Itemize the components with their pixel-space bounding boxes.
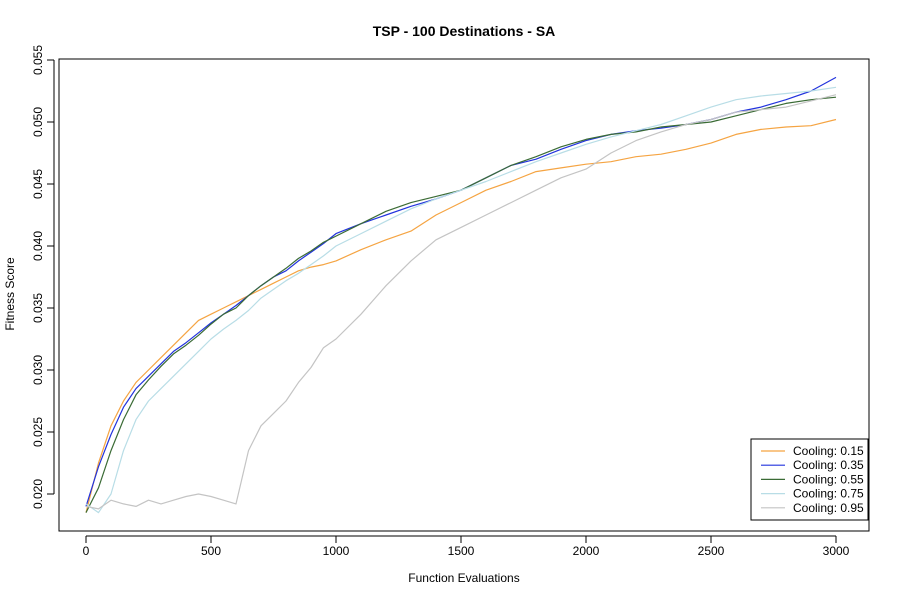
x-axis: 0 500 1000 1500 2000 2500 3000 (83, 535, 850, 558)
x-tick-label: 2000 (573, 544, 600, 558)
series-layer (85, 76, 837, 514)
y-tick-label: 0.025 (31, 417, 45, 447)
x-tick-label: 1500 (448, 544, 475, 558)
series-line-1 (85, 118, 837, 513)
x-tick-label: 0 (83, 544, 90, 558)
legend-label: Cooling: 0.35 (793, 458, 864, 472)
series-line-2 (85, 76, 837, 507)
y-axis: 0.020 0.025 0.030 0.035 0.040 0.045 0.050 0.055 (31, 45, 55, 509)
x-tick-label: 500 (201, 544, 221, 558)
legend-label: Cooling: 0.75 (793, 487, 864, 501)
y-tick-label: 0.040 (31, 231, 45, 261)
legend-label: Cooling: 0.15 (793, 444, 864, 458)
series-line-3 (85, 96, 837, 513)
y-tick-label: 0.020 (31, 479, 45, 509)
y-tick-label: 0.045 (31, 169, 45, 199)
x-tick-label: 1000 (323, 544, 350, 558)
legend-label: Cooling: 0.95 (793, 501, 864, 515)
x-tick-label: 2500 (698, 544, 725, 558)
y-tick-label: 0.050 (31, 107, 45, 137)
y-tick-label: 0.055 (31, 45, 45, 75)
chart-title: TSP - 100 Destinations - SA (373, 23, 556, 39)
series-line-5 (85, 94, 837, 510)
series-line-4 (85, 86, 837, 514)
y-tick-label: 0.030 (31, 355, 45, 385)
legend-label: Cooling: 0.55 (793, 472, 864, 486)
y-axis-label: Fitness Score (3, 257, 17, 331)
x-axis-label: Function Evaluations (408, 571, 519, 585)
y-tick-label: 0.035 (31, 293, 45, 323)
x-tick-label: 3000 (823, 544, 850, 558)
plot-frame (58, 58, 870, 532)
